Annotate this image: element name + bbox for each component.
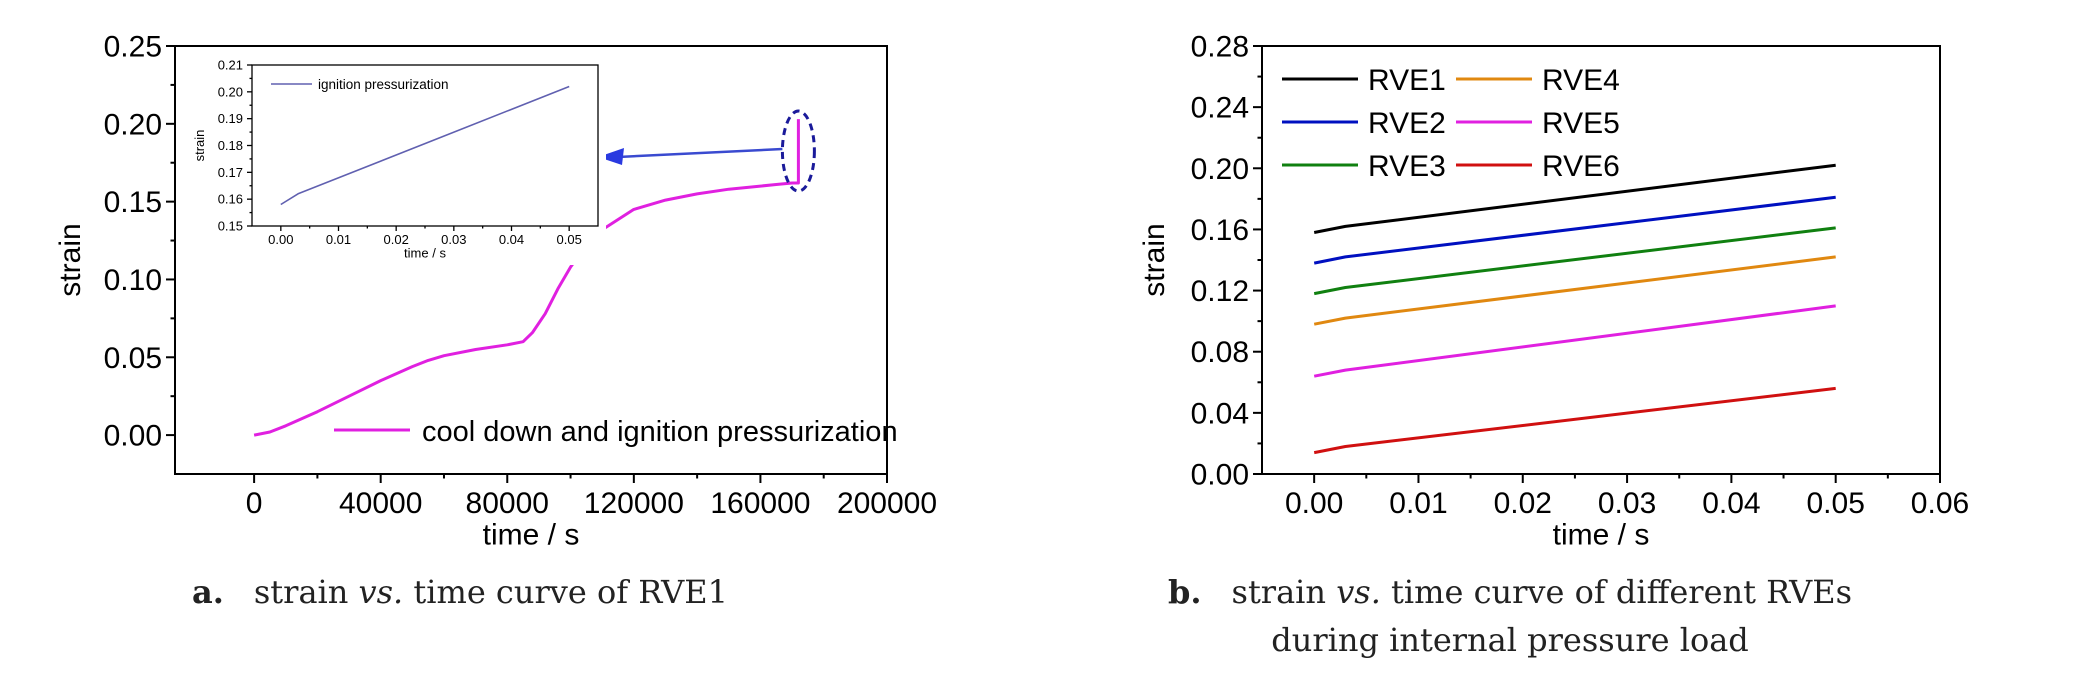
- caption-b-line1: b. strain vs. time curve of different RVE…: [1160, 568, 1860, 616]
- chart-a-inset-y-axis-label: strain: [192, 130, 207, 162]
- chart-a-inset-y-tick-label: 0.15: [218, 219, 243, 234]
- chart-b-x-tick-label: 0.04: [1702, 487, 1760, 520]
- chart-b-legend-label-RVE3: RVE3: [1368, 150, 1446, 183]
- chart-b-x-tick-label: 0.02: [1494, 487, 1552, 520]
- chart-a-arrow-head: [598, 148, 624, 165]
- chart-a-inset-x-tick-label: 0.01: [326, 232, 351, 247]
- chart-a: 0 40000 80000 120000 160000 200000 0.00 0.05 0.1…: [54, 31, 937, 552]
- chart-b-series-RVE3-line: [1313, 226, 1836, 296]
- chart-a-highlight-ellipse: [780, 109, 816, 193]
- chart-a-plot-frame: [174, 45, 888, 475]
- chart-b-series-RVE4-line: [1313, 255, 1836, 326]
- chart-a-x-tick-label: 0: [246, 487, 263, 520]
- chart-b-series-RVE1-line: [1313, 163, 1836, 234]
- chart-a-y-tick-label: 0.05: [104, 342, 162, 375]
- chart-b-y-tick-label: 0.16: [1191, 214, 1249, 247]
- caption-b-pre: strain: [1231, 573, 1337, 611]
- chart-b-x-tick-label: 0.01: [1389, 487, 1447, 520]
- chart-a-y-tick-label: 0.25: [104, 31, 162, 64]
- chart-a-inset-background: [196, 57, 606, 265]
- chart-b-legend-label-RVE6: RVE6: [1542, 150, 1620, 183]
- chart-b-legend-label-RVE4: RVE4: [1542, 64, 1620, 97]
- chart-b-y-tick-label: 0.00: [1191, 459, 1249, 492]
- caption-b-line2: during internal pressure load: [1271, 621, 1749, 659]
- chart-a-x-tick-label: 160000: [710, 487, 810, 520]
- chart-a-inset-x-tick-label: 0.00: [268, 232, 293, 247]
- chart-b-x-tick-label: 0.06: [1911, 487, 1969, 520]
- chart-b-y-tick-label: 0.08: [1191, 336, 1249, 369]
- chart-b-y-tick-label: 0.28: [1191, 31, 1249, 64]
- chart-b-x-tick-label: 0.03: [1598, 487, 1656, 520]
- caption-a-label: a.: [191, 573, 224, 611]
- chart-a-inset-y-tick-label: 0.18: [218, 138, 243, 153]
- caption-b-label: b.: [1168, 573, 1202, 611]
- chart-b-y-tick-label: 0.24: [1191, 92, 1249, 125]
- chart-b-x-tick-label: 0.05: [1806, 487, 1864, 520]
- chart-b-legend-label-RVE2: RVE2: [1368, 107, 1446, 140]
- chart-a-x-tick-label: 200000: [837, 487, 937, 520]
- chart-a-inset-y-tick-label: 0.19: [218, 111, 243, 126]
- caption-b-post: time curve of different RVEs: [1380, 573, 1852, 611]
- chart-a-x-tick-label: 80000: [466, 487, 549, 520]
- chart-b-y-tick-label: 0.04: [1191, 397, 1249, 430]
- chart-a-x-tick-label: 120000: [584, 487, 684, 520]
- chart-a-y-tick-label: 0.10: [104, 264, 162, 297]
- caption-b-vs: vs.: [1336, 573, 1381, 611]
- chart-a-inset-x-tick-label: 0.02: [384, 232, 409, 247]
- chart-a-y-tick-label: 0.15: [104, 186, 162, 219]
- chart-b-series-RVE5-line: [1313, 304, 1836, 378]
- chart-a-inset-y-tick-label: 0.17: [218, 165, 243, 180]
- chart-a-inset: 0.00 0.01 0.02 0.03 0.04 0.05 0.15 0.16 0.17 0.18…: [192, 57, 606, 265]
- chart-b-x-tick-label: 0.00: [1285, 487, 1343, 520]
- chart-a-y-axis-label: strain: [54, 223, 87, 296]
- chart-a-legend-label: cool down and ignition pressurization: [422, 416, 898, 448]
- chart-a-x-axis-label: time / s: [483, 519, 580, 552]
- chart-b-legend-label-RVE1: RVE1: [1368, 64, 1446, 97]
- chart-a-inset-y-tick-label: 0.21: [218, 58, 243, 73]
- chart-a-inset-x-tick-label: 0.04: [499, 232, 524, 247]
- chart-a-y-tick-label: 0.00: [104, 420, 162, 453]
- chart-a-inset-legend-label: ignition pressurization: [318, 77, 449, 92]
- caption-b: b. strain vs. time curve of different RVE…: [1160, 568, 1860, 664]
- chart-b-y-tick-label: 0.12: [1191, 275, 1249, 308]
- chart-a-inset-series-line: [280, 85, 570, 206]
- chart-a-inset-x-tick-label: 0.03: [441, 232, 466, 247]
- chart-b: 0.00 0.01 0.02 0.03 0.04 0.05 0.06 0.00 0.04 0.08…: [1138, 31, 1969, 552]
- chart-a-inset-y-tick-label: 0.16: [218, 192, 243, 207]
- chart-a-x-tick-label: 40000: [339, 487, 422, 520]
- chart-a-arrow-shaft: [617, 147, 783, 159]
- chart-b-series-RVE2-line: [1313, 195, 1836, 265]
- chart-b-y-axis-label: strain: [1138, 223, 1171, 296]
- chart-a-inset-x-tick-label: 0.05: [557, 232, 582, 247]
- caption-a-post: time curve of RVE1: [403, 573, 728, 611]
- chart-a-inset-y-tick-label: 0.20: [218, 84, 243, 99]
- chart-a-y-tick-label: 0.20: [104, 108, 162, 141]
- chart-b-series-RVE6-line: [1313, 386, 1836, 455]
- caption-a-vs: vs.: [358, 573, 404, 611]
- caption-a-pre: strain: [253, 573, 359, 611]
- chart-b-legend-label-RVE5: RVE5: [1542, 107, 1620, 140]
- chart-a-inset-x-axis-label: time / s: [404, 246, 446, 261]
- chart-a-series-line: [253, 119, 800, 437]
- caption-a: a. strain vs. time curve of RVE1: [160, 568, 760, 616]
- chart-b-y-tick-label: 0.20: [1191, 153, 1249, 186]
- chart-b-x-axis-label: time / s: [1553, 519, 1650, 552]
